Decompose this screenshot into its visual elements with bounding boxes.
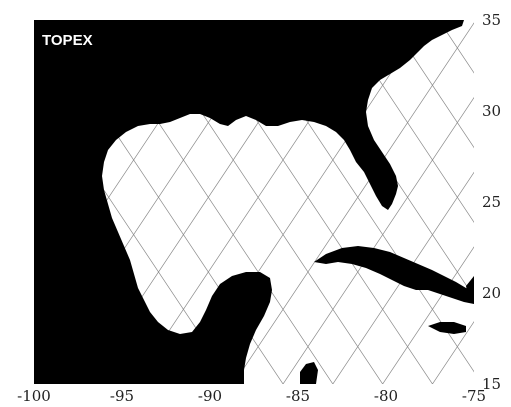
ground-track [332,171,474,384]
x-tick-label: -95 [110,387,134,405]
x-tick-labels: -100 -95 -90 -85 -80 -75 [17,387,486,405]
x-tick-label: -85 [286,387,310,405]
y-tick-labels: 35 30 25 20 15 [482,11,501,393]
ground-track [388,20,474,149]
y-tick-label: 30 [482,102,501,120]
panel-label: TOPEX [42,32,93,49]
ground-track [338,20,474,223]
land-north-america [34,20,464,384]
x-tick-label: -75 [462,387,486,405]
ground-track [34,84,234,384]
y-tick-label: 15 [482,375,501,393]
land-masses [34,20,474,384]
y-tick-label: 20 [482,284,501,302]
x-tick-label: -90 [198,387,222,405]
y-tick-label: 35 [482,11,501,29]
ground-track [0,20,28,384]
x-tick-label: -80 [374,387,398,405]
x-tick-label: -100 [17,387,51,405]
ground-track [432,321,474,384]
ground-track [34,383,35,384]
ground-track [382,246,474,384]
ground-track [282,97,474,384]
ground-track [232,22,474,384]
land-yucatan-coast [300,362,318,384]
y-tick-label: 25 [482,193,501,211]
land-jamaica [428,322,466,334]
land-cuba [314,246,474,304]
land-hispaniola [466,276,474,300]
